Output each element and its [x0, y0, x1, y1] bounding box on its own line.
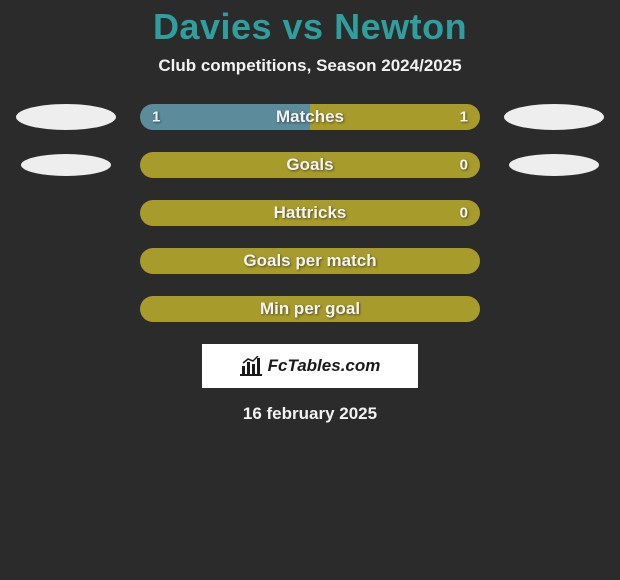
stat-row: 0 Goals — [0, 152, 620, 178]
stat-row: 0 Hattricks — [0, 200, 620, 226]
footer-date: 16 february 2025 — [0, 404, 620, 424]
side-right — [498, 104, 610, 130]
attribution-text: FcTables.com — [268, 356, 381, 376]
page-subtitle: Club competitions, Season 2024/2025 — [0, 56, 620, 76]
bar-value-left: 1 — [152, 109, 160, 126]
side-left — [10, 154, 122, 176]
bar-label: Goals — [286, 155, 333, 175]
stat-bar: 1 1 Matches — [140, 104, 480, 130]
bar-label: Matches — [276, 107, 344, 127]
stat-row: 1 1 Matches — [0, 104, 620, 130]
bar-label: Min per goal — [260, 299, 360, 319]
page-container: Davies vs Newton Club competitions, Seas… — [0, 0, 620, 424]
player-marker-left — [21, 154, 111, 176]
stat-bar: 0 Hattricks — [140, 200, 480, 226]
player-marker-right — [509, 154, 599, 176]
bar-value-right: 0 — [460, 157, 468, 174]
chart-icon — [240, 356, 262, 376]
side-right — [498, 154, 610, 176]
bar-label: Hattricks — [274, 203, 347, 223]
bar-label: Goals per match — [243, 251, 376, 271]
player-marker-left — [16, 104, 116, 130]
page-title: Davies vs Newton — [0, 6, 620, 48]
stat-row: Min per goal — [0, 296, 620, 322]
bar-value-right: 0 — [460, 205, 468, 222]
stat-row: Goals per match — [0, 248, 620, 274]
stats-section: 1 1 Matches 0 Goals 0 Hattricks Goals per match… — [0, 104, 620, 322]
stat-bar: 0 Goals — [140, 152, 480, 178]
stat-bar: Min per goal — [140, 296, 480, 322]
bar-value-right: 1 — [460, 109, 468, 126]
attribution-box[interactable]: FcTables.com — [202, 344, 418, 388]
player-marker-right — [504, 104, 604, 130]
stat-bar: Goals per match — [140, 248, 480, 274]
attribution-row: FcTables.com — [0, 344, 620, 388]
side-left — [10, 104, 122, 130]
